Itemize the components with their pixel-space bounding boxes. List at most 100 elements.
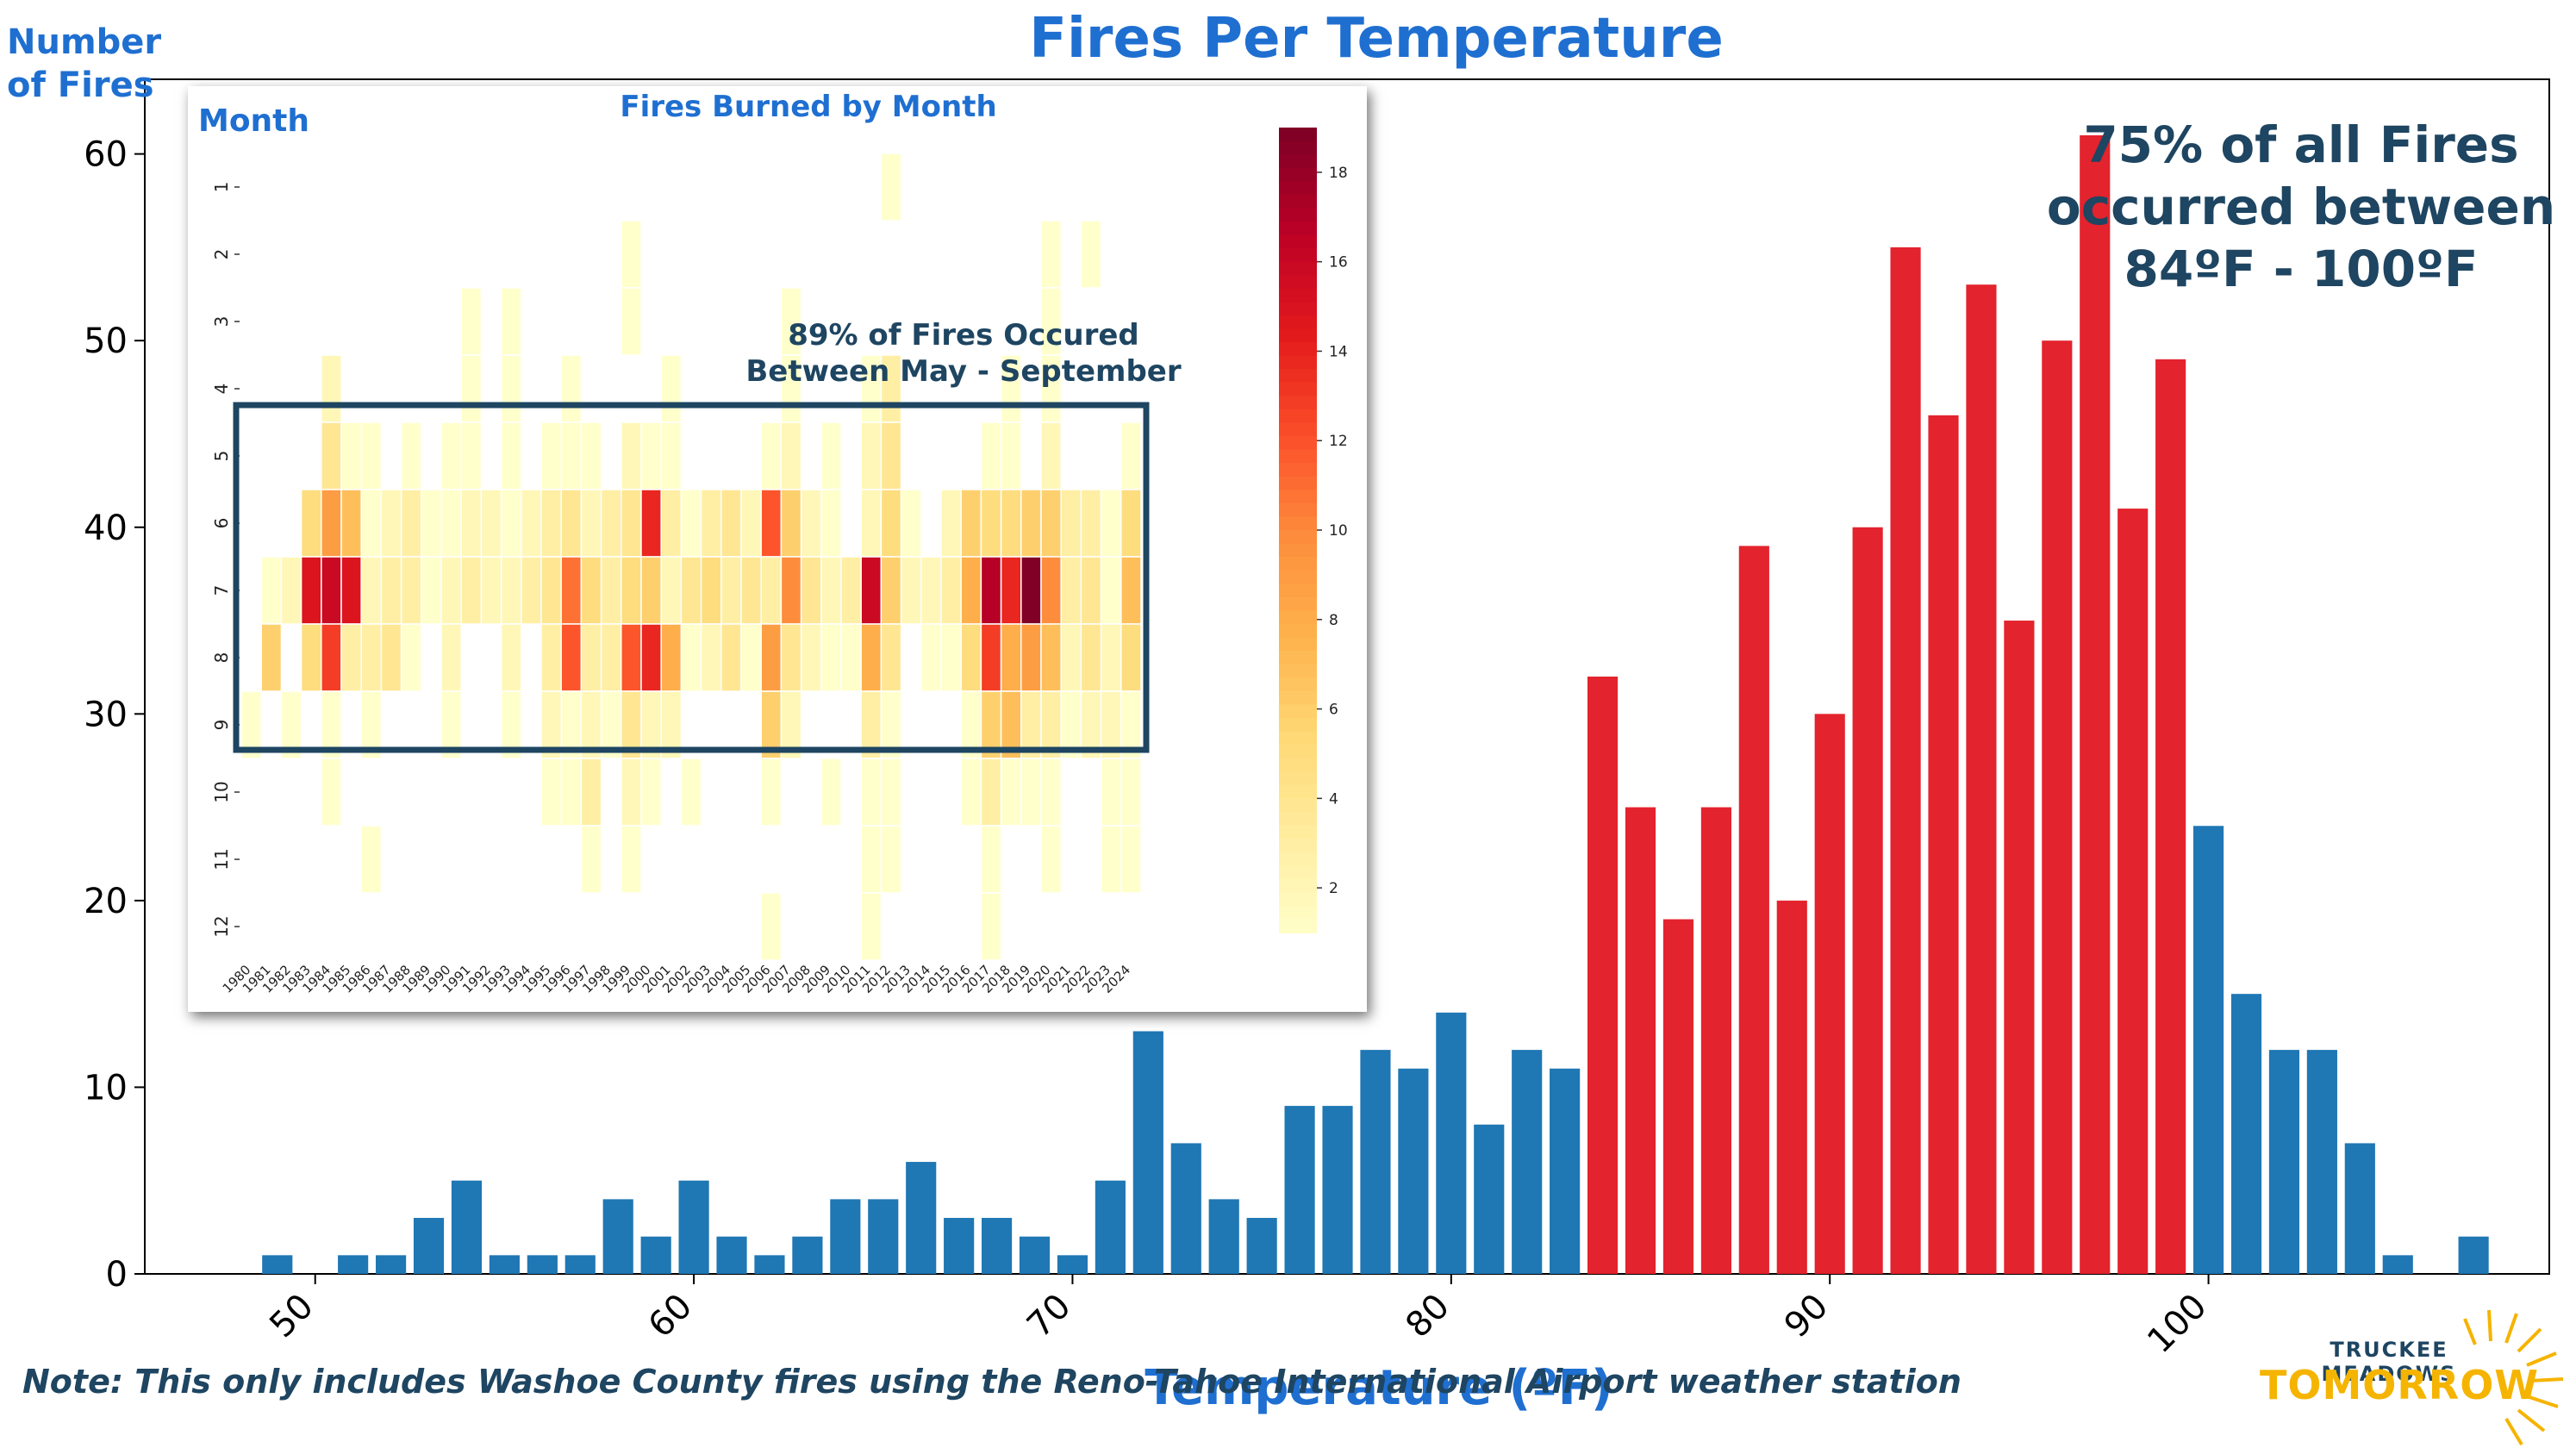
x-tick-label: 70 bbox=[1020, 1287, 1079, 1346]
highlight-box bbox=[233, 402, 1150, 753]
heatmap-cell bbox=[1040, 556, 1062, 625]
heatmap-cell bbox=[920, 623, 942, 692]
heatmap-cell bbox=[740, 556, 762, 625]
heatmap-cell bbox=[1020, 489, 1042, 558]
x-axis-label: Temperature (ºF) bbox=[1145, 1360, 1613, 1416]
heatmap-cell bbox=[621, 489, 642, 558]
colorbar-segment bbox=[1279, 584, 1317, 598]
heatmap-cell bbox=[621, 220, 642, 289]
bar bbox=[1284, 1106, 1315, 1274]
heatmap-cell bbox=[700, 623, 722, 692]
heatmap-cell bbox=[660, 354, 683, 423]
heatmap-cell bbox=[1080, 556, 1102, 625]
colorbar-segment bbox=[1279, 677, 1317, 692]
heatmap-cell bbox=[540, 489, 562, 558]
heatmap-cell bbox=[440, 556, 462, 625]
heatmap-cell bbox=[1100, 758, 1122, 827]
heatmap-cell bbox=[500, 690, 522, 759]
bar bbox=[754, 1255, 785, 1274]
heatmap-cell bbox=[980, 758, 1002, 827]
colorbar-segment bbox=[1279, 516, 1317, 531]
inset-heatmap-panel: 1 2 3 4 5 6 7 8 9 10 11 12 1980 1981 1982 1983 1984 1985 1… bbox=[188, 86, 1367, 1012]
bar bbox=[1625, 807, 1656, 1274]
inset-y-axis-label: Month bbox=[198, 103, 310, 139]
colorbar-segment bbox=[1279, 825, 1317, 840]
bar bbox=[868, 1199, 899, 1274]
bar bbox=[1057, 1255, 1088, 1274]
heatmap-cell bbox=[640, 489, 662, 558]
bar bbox=[2344, 1143, 2375, 1274]
heatmap-cell bbox=[360, 489, 383, 558]
heatmap-cell bbox=[580, 825, 602, 894]
month-label: 9 bbox=[211, 720, 232, 731]
heatmap-cell bbox=[280, 690, 303, 759]
bar bbox=[451, 1180, 483, 1274]
bar bbox=[1398, 1068, 1429, 1274]
heatmap-cell bbox=[580, 623, 602, 692]
colorbar-segment bbox=[1279, 852, 1317, 867]
colorbar-segment bbox=[1279, 369, 1317, 384]
heatmap-cell bbox=[800, 556, 822, 625]
heatmap-cell bbox=[960, 758, 982, 827]
heatmap-cell bbox=[600, 623, 622, 692]
heatmap-cell bbox=[1060, 489, 1082, 558]
colorbar-segment bbox=[1279, 905, 1317, 921]
colorbar-segment bbox=[1279, 140, 1317, 156]
heatmap-cell bbox=[1040, 421, 1062, 490]
heatmap-cell bbox=[780, 421, 802, 490]
heatmap-cell bbox=[480, 489, 502, 558]
heatmap-cell bbox=[980, 556, 1002, 625]
truckee-meadows-tomorrow-logo: TRUCKEE MEADOWS TOMORROW bbox=[2260, 1284, 2570, 1448]
bar bbox=[792, 1236, 823, 1274]
colorbar-segment bbox=[1279, 664, 1317, 679]
bar bbox=[1700, 807, 1731, 1274]
logo-line-2: TOMORROW bbox=[2260, 1362, 2540, 1408]
heatmap-cell bbox=[621, 623, 642, 692]
colorbar-segment bbox=[1279, 745, 1317, 759]
footnote: Note: This only includes Washoe County f… bbox=[22, 1362, 1962, 1401]
heatmap-cell bbox=[960, 623, 982, 692]
bar bbox=[716, 1236, 747, 1274]
colorbar-segment bbox=[1279, 530, 1317, 545]
heatmap-cell bbox=[1040, 758, 1062, 827]
heatmap-cell bbox=[920, 556, 942, 625]
colorbar-segment bbox=[1279, 758, 1317, 773]
bar bbox=[1587, 677, 1619, 1274]
colorbar-segment bbox=[1279, 409, 1317, 424]
y-tick-label: 10 bbox=[84, 1068, 128, 1108]
heatmap-cell bbox=[1100, 489, 1122, 558]
heatmap-cell bbox=[860, 623, 883, 692]
heatmap-cell bbox=[360, 556, 383, 625]
colorbar-segment bbox=[1279, 878, 1317, 894]
heatmap-cell bbox=[580, 421, 602, 490]
colorbar-segment bbox=[1279, 717, 1317, 733]
bar bbox=[1776, 900, 1807, 1274]
heatmap-cell bbox=[660, 556, 683, 625]
bar bbox=[2118, 509, 2149, 1274]
heatmap-cell bbox=[460, 421, 483, 490]
heatmap-cell bbox=[1000, 758, 1022, 827]
bar bbox=[413, 1218, 445, 1274]
colorbar-segment bbox=[1279, 610, 1317, 625]
month-label: 2 bbox=[211, 249, 232, 260]
heatmap-cell bbox=[440, 489, 462, 558]
footnote-text: : This only includes Washoe County fires… bbox=[109, 1363, 1962, 1401]
heatmap-cell bbox=[1000, 623, 1022, 692]
heatmap-cell bbox=[360, 825, 383, 894]
heatmap-cell bbox=[940, 489, 962, 558]
heatmap-cell bbox=[340, 421, 362, 490]
heatmap-cell bbox=[1100, 556, 1122, 625]
heatmap-cell bbox=[660, 421, 683, 490]
heatmap-cell bbox=[1000, 556, 1022, 625]
colorbar-segment bbox=[1279, 328, 1317, 344]
heatmap-cell bbox=[880, 758, 902, 827]
heatmap-cell bbox=[580, 556, 602, 625]
inset-title: Fires Burned by Month bbox=[620, 90, 997, 124]
heatmap-cell bbox=[840, 623, 862, 692]
colorbar-tick-label: 18 bbox=[1329, 165, 1348, 182]
heatmap-cell bbox=[1120, 825, 1142, 894]
heatmap-cell bbox=[321, 421, 342, 490]
heatmap-cell bbox=[740, 489, 762, 558]
colorbar-segment bbox=[1279, 382, 1317, 397]
bar bbox=[1436, 1012, 1467, 1274]
